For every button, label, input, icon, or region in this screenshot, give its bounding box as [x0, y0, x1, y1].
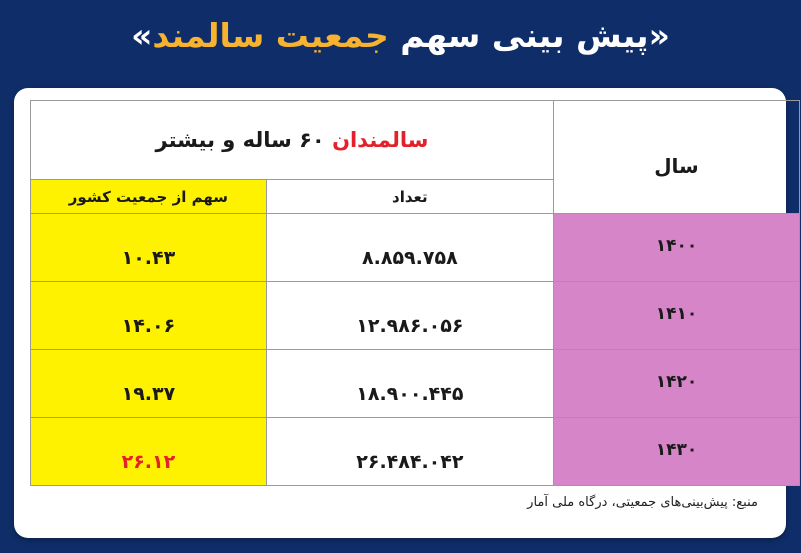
table-row: ۱۰.۴۳ ۸.۸۵۹.۷۵۸ ۱۴۰۰ [30, 213, 801, 282]
count-cell: ۱۲.۹۸۶.۰۵۶ [265, 281, 554, 350]
table-row: ۲۶.۱۲ ۲۶.۴۸۴.۰۴۲ ۱۴۳۰ [30, 417, 801, 486]
year-cell: ۱۴۲۰ [552, 349, 801, 418]
group-header-red: سالمندان [332, 128, 429, 152]
share-cell: ۱۴.۰۶ [30, 281, 267, 350]
count-cell: ۲۶.۴۸۴.۰۴۲ [265, 417, 554, 486]
year-value: ۱۴۰۰ [655, 236, 698, 256]
year-value: ۱۴۱۰ [655, 304, 698, 324]
table-row: ۱۴.۰۶ ۱۲.۹۸۶.۰۵۶ ۱۴۱۰ [30, 281, 801, 350]
year-header: سال [654, 154, 699, 178]
count-cell: ۸.۸۵۹.۷۵۸ [265, 213, 554, 282]
title-gold-part: جمعیت سالمند [152, 16, 389, 55]
group-header-cell: سالمندان ۶۰ ساله و بیشتر [30, 100, 554, 180]
count-cell: ۱۸.۹۰۰.۴۴۵ [265, 349, 554, 418]
count-value: ۲۶.۴۸۴.۰۴۲ [356, 451, 464, 473]
count-value: ۱۸.۹۰۰.۴۴۵ [356, 383, 464, 405]
count-value: ۱۲.۹۸۶.۰۵۶ [356, 315, 464, 337]
share-cell: ۲۶.۱۲ [30, 417, 267, 486]
elderly-population-table: سالمندان ۶۰ ساله و بیشتر سال سهم از جمعی… [30, 100, 801, 486]
count-value: ۸.۸۵۹.۷۵۸ [362, 247, 458, 269]
share-cell: ۱۰.۴۳ [30, 213, 267, 282]
share-value: ۱۹.۳۷ [121, 383, 176, 405]
share-value: ۱۴.۰۶ [121, 315, 176, 337]
title-quote-close: » [131, 16, 153, 55]
group-header-rest: ۶۰ ساله و بیشتر [155, 128, 333, 152]
title-white-part: پیش بینی سهم [388, 16, 649, 55]
page-title: «پیش بینی سهم جمعیت سالمند» [0, 8, 801, 68]
year-cell: ۱۴۰۰ [552, 213, 801, 282]
share-value-highlight: ۲۶.۱۲ [121, 451, 176, 473]
share-header-cell: سهم از جمعیت کشور [30, 179, 267, 214]
source-note: منبع: پیش‌بینی‌های جمعیتی، درگاه ملی آما… [527, 495, 758, 510]
share-cell: ۱۹.۳۷ [30, 349, 267, 418]
count-header-cell: تعداد [265, 179, 554, 214]
share-value: ۱۰.۴۳ [121, 247, 176, 269]
year-cell: ۱۴۳۰ [552, 417, 801, 486]
header-row-sub: سهم از جمعیت کشور تعداد [30, 179, 800, 214]
share-header: سهم از جمعیت کشور [68, 187, 229, 206]
title-quote-open: « [648, 16, 670, 55]
title-text: «پیش بینی سهم جمعیت سالمند» [131, 8, 670, 64]
table-row: ۱۹.۳۷ ۱۸.۹۰۰.۴۴۵ ۱۴۲۰ [30, 349, 801, 418]
year-cell: ۱۴۱۰ [552, 281, 801, 350]
count-header: تعداد [392, 187, 428, 206]
year-header-cell: سال [552, 100, 801, 214]
header-row-group: سالمندان ۶۰ ساله و بیشتر سال [30, 100, 801, 214]
table-card: سالمندان ۶۰ ساله و بیشتر سال سهم از جمعی… [14, 88, 801, 538]
year-value: ۱۴۳۰ [655, 440, 698, 460]
year-value: ۱۴۲۰ [655, 372, 698, 392]
